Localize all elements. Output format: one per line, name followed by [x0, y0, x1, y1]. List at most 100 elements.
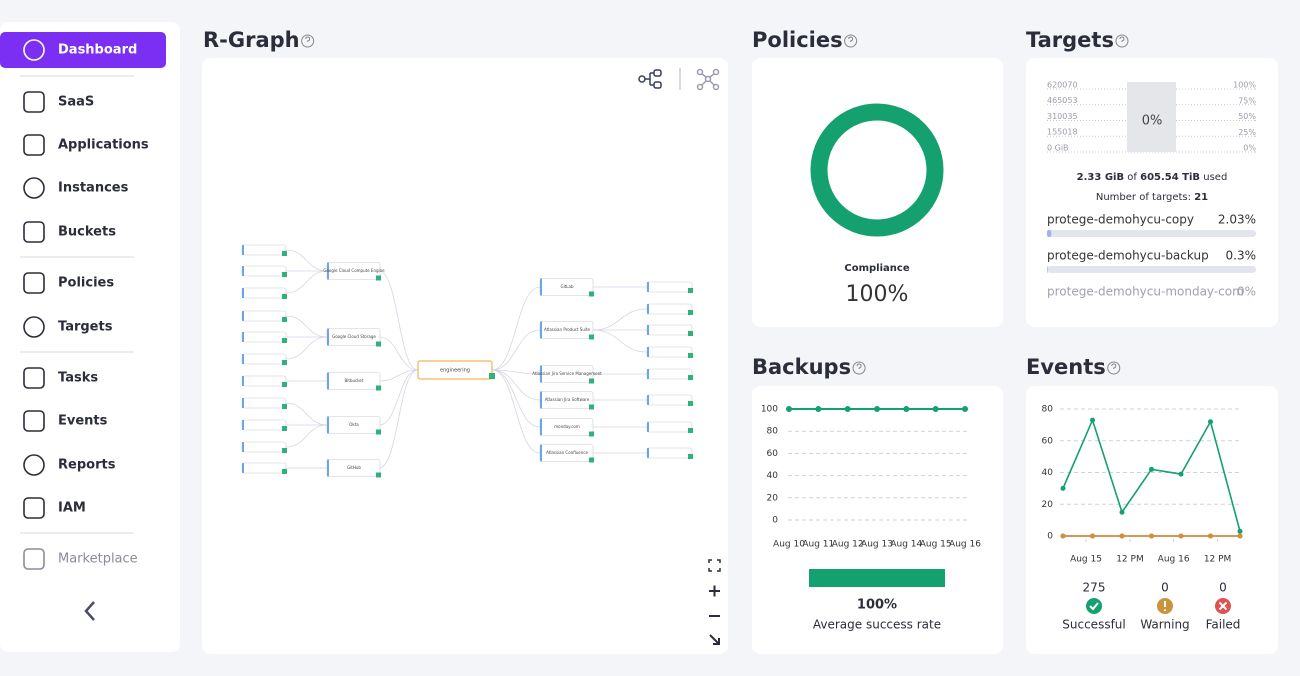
graph-leaf[interactable]: [241, 353, 287, 365]
line-point: [1060, 485, 1066, 491]
target-bar: [1047, 266, 1048, 273]
graph-leaf[interactable]: [241, 287, 287, 299]
graph-leaf-accent: [242, 376, 244, 386]
target-percent: 2.03%: [1218, 213, 1256, 227]
target-count: Number of targets: 21: [1096, 192, 1208, 203]
collapse-button[interactable]: [84, 601, 95, 621]
graph-leaf[interactable]: [241, 419, 287, 431]
graph-leaf-accent: [242, 398, 244, 408]
line-point: [1237, 533, 1243, 539]
graph-node-label: Bitbucket: [345, 378, 364, 383]
graph-leaf[interactable]: [646, 303, 693, 315]
nav-item[interactable]: Marketplace: [23, 548, 138, 570]
graph-leaf[interactable]: [646, 346, 693, 358]
graph-hub[interactable]: [417, 360, 493, 380]
nav-item[interactable]: Instances: [23, 177, 129, 199]
graph-node-status: [589, 404, 594, 410]
event-label: Failed: [1206, 618, 1241, 632]
graph-leaf-status: [688, 353, 693, 358]
panel-title: Targets: [1026, 28, 1114, 52]
nav-item[interactable]: SaaS: [23, 91, 94, 113]
graph-leaf[interactable]: [646, 281, 693, 293]
graph-leaf[interactable]: [646, 324, 693, 336]
panel-title: Policies: [752, 28, 843, 52]
reset-button[interactable]: [709, 634, 720, 645]
y-tick-label: 155018: [1047, 128, 1078, 137]
graph-leaf-status: [282, 360, 287, 365]
graph-edge: [378, 369, 419, 382]
nav-item[interactable]: Buckets: [23, 221, 116, 243]
x-tick-label: Aug 15: [1070, 555, 1102, 565]
graph-edge: [285, 315, 328, 338]
nav-label: Tasks: [58, 371, 98, 386]
graph-node-label: Google Cloud Storage: [332, 334, 376, 339]
y-tick-label: 20: [767, 493, 779, 503]
nav-label: IAM: [58, 501, 86, 516]
zoom-in-button[interactable]: [709, 585, 720, 597]
nav-item[interactable]: Events: [23, 410, 108, 432]
x-tick-label: 12 PM: [1116, 555, 1144, 565]
graph-leaf[interactable]: [646, 368, 693, 380]
nav-item[interactable]: Applications: [23, 134, 149, 156]
y2-tick-label: 75%: [1238, 96, 1256, 105]
nav-icon: [23, 177, 45, 199]
nav-item[interactable]: Targets: [23, 316, 113, 338]
y-tick-label: 0: [1047, 532, 1053, 542]
line-point: [1090, 533, 1095, 539]
y-tick-label: 20: [1042, 500, 1054, 510]
help-icon[interactable]: [852, 361, 866, 375]
graph-leaf[interactable]: [241, 462, 287, 474]
graph-edge: [285, 336, 328, 360]
line-point: [1119, 533, 1125, 539]
graph-leaf[interactable]: [646, 394, 693, 406]
help-icon[interactable]: [844, 34, 858, 48]
line-point: [1119, 509, 1125, 515]
event-icon-glyph: [1089, 602, 1099, 611]
graph-edge: [378, 270, 419, 371]
y-tick-label: 60: [1042, 436, 1054, 446]
graph-leaf[interactable]: [646, 447, 693, 459]
line-point: [1178, 471, 1184, 477]
graph-leaf[interactable]: [241, 331, 287, 343]
help-icon[interactable]: [1107, 361, 1121, 375]
graph-leaf-accent: [242, 442, 244, 452]
help-icon[interactable]: [301, 34, 315, 48]
line-point: [1178, 533, 1184, 539]
target-name: protege-demohycu-copy: [1047, 213, 1194, 227]
nav-label: Buckets: [58, 225, 116, 240]
graph-leaf-accent: [647, 448, 649, 458]
nav-item[interactable]: Dashboard: [23, 39, 137, 61]
graph-leaf-status: [282, 382, 287, 387]
graph-leaf[interactable]: [241, 310, 287, 322]
fit-button[interactable]: [708, 559, 721, 572]
target-bar-track: [1047, 266, 1256, 273]
graph-leaf[interactable]: [646, 421, 693, 433]
graph-node-accent: [540, 391, 542, 409]
line-point: [786, 406, 792, 412]
graph-leaf[interactable]: [241, 397, 287, 409]
nav-item[interactable]: Reports: [23, 454, 116, 476]
graph-node-status: [376, 385, 381, 391]
network-view-button[interactable]: [696, 68, 720, 91]
graph-node-accent: [540, 444, 542, 462]
summary-bar: [809, 569, 945, 587]
graph-leaf-status: [688, 428, 693, 433]
nav-item[interactable]: Policies: [23, 272, 114, 294]
graph-leaf[interactable]: [241, 265, 287, 277]
usage-used: 2.33 GiB: [1077, 172, 1124, 183]
capacity-value-label: 0%: [1142, 114, 1163, 129]
graph-leaf[interactable]: [241, 244, 287, 256]
graph-node-accent: [540, 418, 542, 436]
help-icon[interactable]: [1115, 34, 1129, 48]
graph-edge: [378, 336, 419, 371]
nav-item[interactable]: Tasks: [23, 367, 98, 389]
graph-leaf[interactable]: [241, 441, 287, 453]
nav-label: SaaS: [58, 95, 94, 110]
panel-title: Backups: [752, 355, 851, 379]
graph-leaf[interactable]: [241, 375, 287, 387]
nav-label: Instances: [58, 181, 129, 196]
nav-item[interactable]: IAM: [23, 497, 86, 519]
nav-icon: [23, 410, 45, 432]
event-icon: [1086, 598, 1102, 614]
